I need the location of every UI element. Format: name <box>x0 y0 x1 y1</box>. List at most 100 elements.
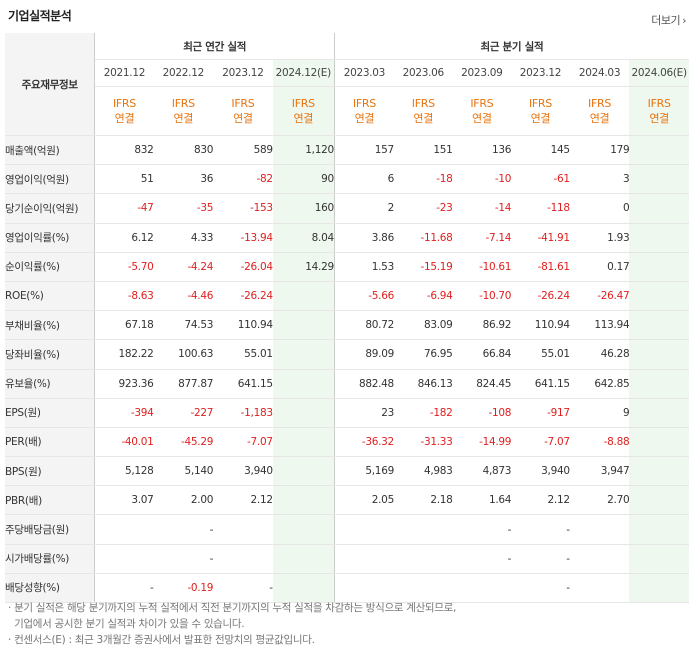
table-cell <box>334 544 394 574</box>
row-label: 부채비율(%) <box>5 310 96 341</box>
row-label: 유보율(%) <box>5 369 96 399</box>
period-header: 2023.09 <box>452 59 512 87</box>
table-cell: -5.66 <box>334 281 394 312</box>
table-cell: 55.01 <box>511 339 570 370</box>
table-cell: 3,947 <box>569 456 630 487</box>
table-cell: 1.93 <box>569 222 630 253</box>
row-label: 영업이익(억원) <box>5 164 96 195</box>
table-cell: -7.07 <box>213 427 273 458</box>
table-row: PBR(배) 3.07 2.00 2.12 2.05 2.18 1.64 2.12 2.70 <box>5 485 689 516</box>
table-cell: 641.15 <box>213 369 273 399</box>
table-cell: 89.09 <box>334 339 394 370</box>
period-header: 2024.12(E) <box>272 59 335 87</box>
table-cell: 51 <box>94 164 154 195</box>
table-row: EPS(원) -394 -227 -1,183 23 -182 -108 -917 9 <box>5 397 689 428</box>
table-cell: 1.53 <box>334 252 394 282</box>
accounting-basis: IFRS 연결 <box>393 86 453 136</box>
table-cell: 5,128 <box>94 456 154 487</box>
table-cell: 136 <box>452 135 511 166</box>
table-cell: -31.33 <box>393 427 453 458</box>
accounting-basis: IFRS 연결 <box>511 86 570 136</box>
table-cell: - <box>511 514 570 545</box>
table-row: 부채비율(%) 67.18 74.53 110.94 80.72 83.09 86.92 11… <box>5 310 689 341</box>
table-row: 시가배당률(%) - - - <box>5 544 689 574</box>
table-cell: 113.94 <box>569 310 630 341</box>
table-cell: 589 <box>213 135 273 166</box>
table-cell: -182 <box>393 397 453 428</box>
ifrs-label: IFRS <box>231 97 255 110</box>
accounting-basis: IFRS 연결 <box>213 86 273 136</box>
table-cell: -118 <box>511 193 570 224</box>
table-cell: - <box>94 573 154 604</box>
table-cell: -23 <box>393 193 453 224</box>
table-cell: -1,183 <box>213 397 273 428</box>
table-row: 배당성향(%) - -0.19- - <box>5 573 689 604</box>
table-cell: 5,169 <box>334 456 394 487</box>
period-header: 2022.12 <box>153 59 214 87</box>
table-cell: -82 <box>213 164 273 195</box>
consolidated-label: 연결 <box>173 112 194 125</box>
table-cell <box>629 310 689 341</box>
table-row: PER(배) -40.01 -45.29 -7.07 -36.32 -31.33 -14.9… <box>5 427 689 458</box>
table-row: 영업이익(억원) 51 36 -82 90 6 -18 -10 -61 3 <box>5 164 689 195</box>
table-cell <box>629 456 689 487</box>
consolidated-label: 연결 <box>293 112 314 125</box>
table-cell <box>629 281 689 312</box>
table-cell <box>569 514 630 545</box>
row-label: 순이익률(%) <box>5 252 96 282</box>
table-cell: 877.87 <box>153 369 213 399</box>
table-cell <box>629 222 689 253</box>
chevron-right-icon: › <box>682 14 686 27</box>
table-cell: - <box>153 514 213 545</box>
financial-table: 주요재무정보 최근 연간 실적 최근 분기 실적 2021.12 2022.12 2… <box>5 33 689 604</box>
table-cell: - <box>511 544 570 574</box>
consolidated-label: 연결 <box>589 112 610 125</box>
table-row: ROE(%) -8.63 -4.46 -26.24 -5.66 -6.94 -10.70 -2… <box>5 281 689 312</box>
table-cell: 3.07 <box>94 485 154 516</box>
table-row: 유보율(%) 923.36 877.87 641.15 882.48 846.13 824.… <box>5 369 689 399</box>
table-cell: 110.94 <box>213 310 273 341</box>
table-cell: 0 <box>569 193 630 224</box>
table-cell: - <box>452 544 511 574</box>
table-cell: 145 <box>511 135 570 166</box>
table-cell: 5,140 <box>153 456 213 487</box>
table-cell: -26.24 <box>511 281 570 312</box>
table-cell <box>569 573 630 604</box>
table-cell: 110.94 <box>511 310 570 341</box>
period-header: 2023.03 <box>334 59 394 87</box>
table-cell: -26.47 <box>569 281 630 312</box>
table-cell: 80.72 <box>334 310 394 341</box>
table-cell: 2.70 <box>569 485 630 516</box>
table-cell <box>272 369 335 399</box>
table-cell <box>629 427 689 458</box>
table-cell: -15.19 <box>393 252 453 282</box>
ifrs-label: IFRS <box>470 97 494 110</box>
table-cell: 74.53 <box>153 310 213 341</box>
table-cell <box>272 310 335 341</box>
table-cell <box>393 544 453 574</box>
table-cell: 882.48 <box>334 369 394 399</box>
table-cell: 846.13 <box>393 369 453 399</box>
table-cell: 2.12 <box>511 485 570 516</box>
table-cell: -40.01 <box>94 427 154 458</box>
period-header: 2023.12 <box>511 59 570 87</box>
table-cell: -26.24 <box>213 281 273 312</box>
table-cell: 641.15 <box>511 369 570 399</box>
row-label: 배당성향(%) <box>5 573 96 604</box>
consolidated-label: 연결 <box>649 112 669 125</box>
table-cell <box>272 544 335 574</box>
table-cell: 1.64 <box>452 485 511 516</box>
table-cell: -14 <box>452 193 511 224</box>
more-link[interactable]: 더보기 › <box>651 12 686 28</box>
accounting-basis: IFRS 연결 <box>334 86 394 136</box>
table-cell: 8.04 <box>272 222 335 253</box>
row-header-label: 주요재무정보 <box>5 33 96 136</box>
table-cell: 4,983 <box>393 456 453 487</box>
ifrs-label: IFRS <box>171 97 195 110</box>
table-cell: -0.19 <box>153 573 213 604</box>
table-cell: -36.32 <box>334 427 394 458</box>
footnote-line: · 분기 실적은 해당 분기까지의 누적 실적에서 직전 분기까지의 누적 실적… <box>8 602 457 614</box>
consolidated-label: 연결 <box>530 112 551 125</box>
table-cell: 86.92 <box>452 310 511 341</box>
